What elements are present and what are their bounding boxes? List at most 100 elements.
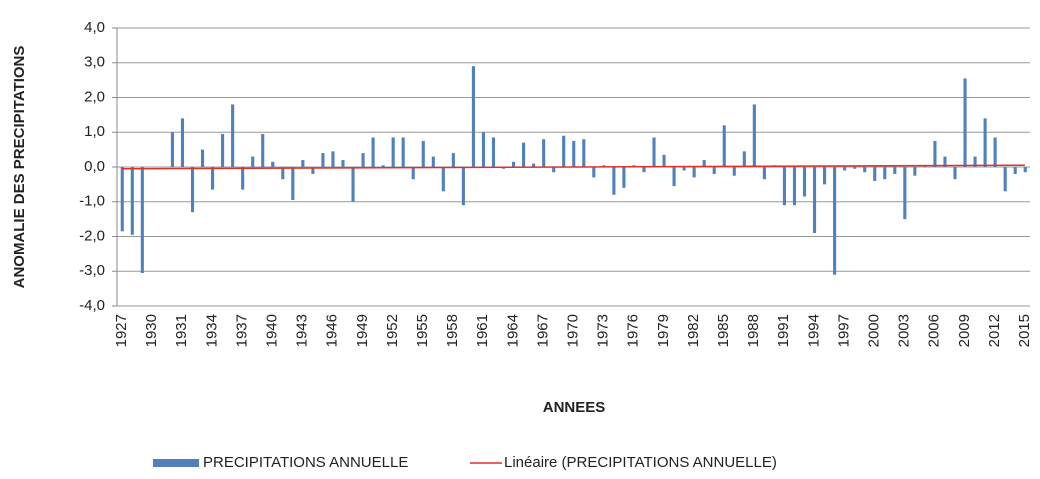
bar: [411, 167, 415, 180]
x-tick-label: 2009: [956, 314, 973, 347]
bar: [943, 156, 947, 167]
x-tick-label: 1964: [504, 314, 521, 347]
bar: [853, 167, 857, 169]
bar: [963, 78, 967, 167]
bar: [873, 167, 877, 181]
bar: [662, 154, 666, 167]
trend-line: [122, 164, 1025, 170]
bar: [401, 137, 405, 167]
bar: [712, 167, 716, 174]
bar: [572, 140, 576, 167]
bar: [913, 167, 917, 176]
bar: [391, 137, 395, 167]
bar: [532, 163, 536, 167]
x-tick-label: 1952: [384, 314, 401, 347]
x-tick-label: 1927: [113, 314, 130, 347]
bar: [451, 153, 455, 167]
bar: [170, 132, 174, 167]
bar: [431, 156, 435, 167]
bar: [461, 167, 465, 206]
bar: [371, 137, 375, 167]
x-tick-label: 1943: [294, 314, 311, 347]
legend-label: Linéaire (PRECIPITATIONS ANNUELLE): [504, 454, 777, 471]
y-axis-title: ANOMALIE DES PRECIPITATIONS: [11, 46, 28, 289]
y-tick-label: -2,0: [79, 227, 105, 244]
bar: [251, 156, 255, 167]
bar: [863, 167, 867, 173]
x-tick-label: 1976: [625, 314, 642, 347]
bar: [843, 167, 847, 171]
x-tick-label: 1994: [805, 314, 822, 347]
bar: [722, 125, 726, 167]
y-tick-label: 3,0: [84, 54, 105, 71]
bar: [231, 104, 235, 167]
bar: [682, 167, 686, 171]
bar: [812, 167, 817, 234]
bar: [321, 153, 325, 167]
bar: [180, 118, 185, 167]
bar: [1003, 167, 1007, 192]
bar: [672, 167, 676, 187]
bar: [973, 156, 977, 167]
x-tick-label: 2003: [896, 314, 913, 347]
x-tick-label: 1988: [745, 314, 762, 347]
bar: [130, 167, 134, 235]
bar: [491, 137, 496, 167]
x-tick-label: 1930: [143, 314, 160, 347]
bar: [833, 167, 837, 275]
x-tick-label: 1946: [324, 314, 341, 347]
bar: [622, 167, 626, 188]
bar: [993, 137, 997, 167]
x-axis-title: ANNEES: [543, 399, 606, 416]
bar: [582, 139, 586, 167]
bar: [732, 167, 736, 176]
bar: [893, 167, 897, 174]
x-tick-label: 1937: [233, 314, 250, 347]
bar: [221, 133, 225, 167]
x-tick-label: 1931: [173, 314, 190, 347]
bar: [782, 167, 786, 206]
bar: [953, 167, 957, 180]
x-tick-label: 1961: [474, 314, 491, 347]
x-tick-label: 1955: [414, 314, 431, 347]
x-tick-label: 1967: [534, 314, 551, 347]
bar: [702, 160, 706, 167]
x-tick-label: 1970: [564, 314, 581, 347]
bar: [612, 167, 616, 195]
y-tick-label: -3,0: [79, 262, 105, 279]
bar: [522, 142, 526, 167]
bar: [742, 151, 746, 167]
bar: [311, 167, 315, 174]
bar: [351, 167, 355, 202]
bar: [421, 140, 425, 167]
bar: [1013, 167, 1017, 174]
bar: [211, 167, 215, 190]
bar: [562, 135, 566, 167]
bar: [883, 167, 887, 180]
y-tick-label: 0,0: [84, 158, 105, 175]
bar: [1023, 167, 1027, 173]
bar: [331, 151, 335, 167]
bar: [511, 161, 516, 167]
bar: [792, 167, 797, 206]
x-tick-label: 2015: [1016, 314, 1033, 347]
bar: [381, 165, 385, 167]
bar: [802, 167, 807, 197]
y-tick-label: 2,0: [84, 88, 105, 105]
legend-label: PRECIPITATIONS ANNUELLE: [203, 454, 408, 471]
bar: [261, 133, 265, 167]
bar: [652, 137, 656, 167]
y-tick-label: 1,0: [84, 123, 105, 140]
bar: [281, 167, 285, 180]
x-tick-label: 1973: [595, 314, 612, 347]
x-tick-label: 2012: [986, 314, 1003, 347]
x-tick-label: 1997: [835, 314, 852, 347]
y-tick-label: -1,0: [79, 193, 105, 210]
y-tick-label: 4,0: [84, 19, 105, 36]
bar: [481, 132, 486, 167]
bar: [983, 118, 987, 167]
x-tick-label: 1949: [354, 314, 371, 347]
bar: [341, 160, 345, 167]
bar: [301, 160, 305, 167]
